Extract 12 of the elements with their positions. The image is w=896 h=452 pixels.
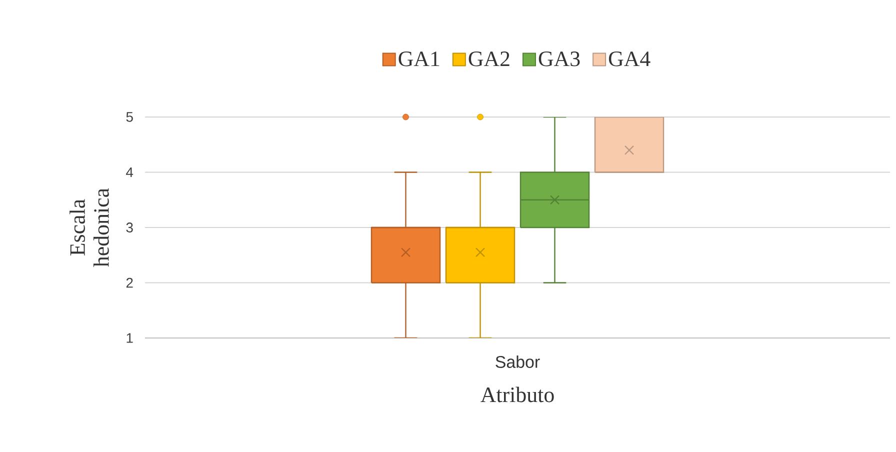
y-tick-label: 3 xyxy=(126,222,133,232)
y-tick-label: 2 xyxy=(126,278,133,288)
legend-label: GA4 xyxy=(608,52,650,66)
x-tick-label: Sabor xyxy=(496,356,540,368)
x-axis-title: Atributo xyxy=(480,386,554,402)
y-tick-label: 4 xyxy=(126,167,134,178)
y-axis-title: Escala hedonica xyxy=(70,188,109,267)
y-tick-label: 5 xyxy=(126,112,133,122)
legend-label: GA2 xyxy=(468,52,510,66)
legend-label: GA3 xyxy=(538,52,580,66)
y-tick-label: 1 xyxy=(126,333,133,343)
legend-label: GA1 xyxy=(398,52,440,66)
